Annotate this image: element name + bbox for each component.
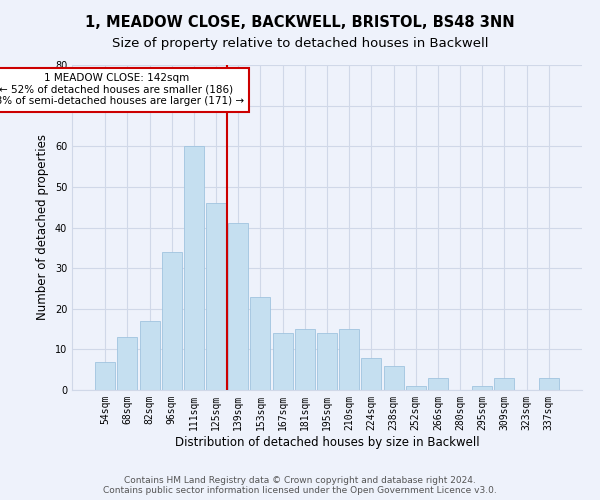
Bar xyxy=(140,321,160,390)
Bar xyxy=(317,333,337,390)
Text: 1 MEADOW CLOSE: 142sqm
← 52% of detached houses are smaller (186)
48% of semi-de: 1 MEADOW CLOSE: 142sqm ← 52% of detached… xyxy=(0,73,244,106)
Bar xyxy=(539,378,559,390)
Bar xyxy=(95,362,115,390)
Bar xyxy=(494,378,514,390)
Bar xyxy=(295,329,315,390)
Bar xyxy=(228,224,248,390)
Bar xyxy=(472,386,492,390)
Y-axis label: Number of detached properties: Number of detached properties xyxy=(36,134,49,320)
Text: Size of property relative to detached houses in Backwell: Size of property relative to detached ho… xyxy=(112,38,488,51)
Bar xyxy=(250,296,271,390)
Bar xyxy=(206,203,226,390)
Bar xyxy=(162,252,182,390)
Text: 1, MEADOW CLOSE, BACKWELL, BRISTOL, BS48 3NN: 1, MEADOW CLOSE, BACKWELL, BRISTOL, BS48… xyxy=(85,15,515,30)
Bar xyxy=(118,337,137,390)
Bar xyxy=(406,386,426,390)
Bar xyxy=(339,329,359,390)
Text: Contains HM Land Registry data © Crown copyright and database right 2024.
Contai: Contains HM Land Registry data © Crown c… xyxy=(103,476,497,495)
Bar xyxy=(272,333,293,390)
Bar xyxy=(361,358,382,390)
X-axis label: Distribution of detached houses by size in Backwell: Distribution of detached houses by size … xyxy=(175,436,479,448)
Bar xyxy=(383,366,404,390)
Bar xyxy=(428,378,448,390)
Bar xyxy=(184,146,204,390)
